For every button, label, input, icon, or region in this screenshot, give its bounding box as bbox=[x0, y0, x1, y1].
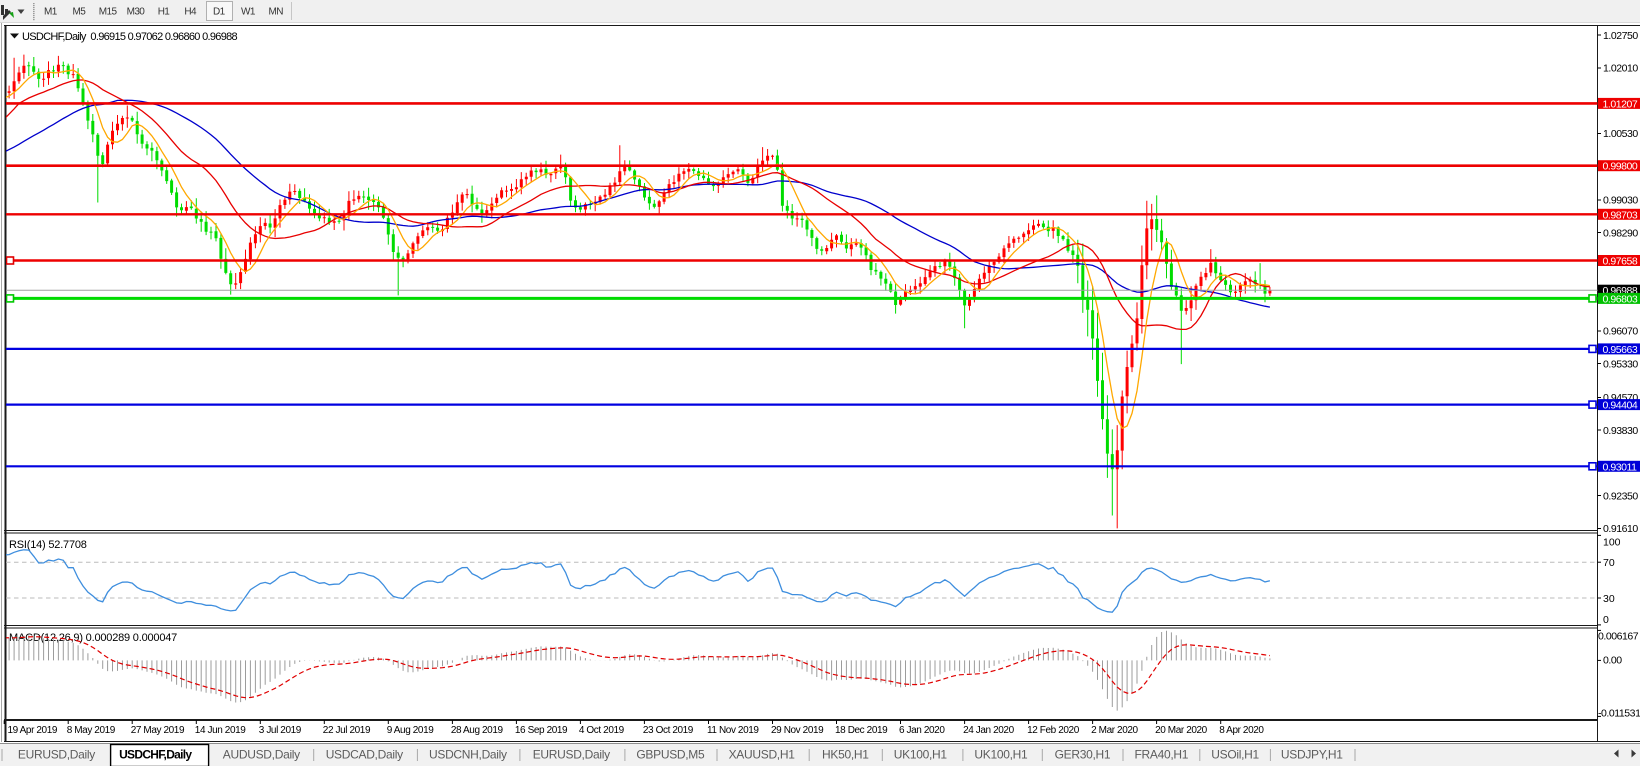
svg-text:RSI(14) 52.7708: RSI(14) 52.7708 bbox=[9, 539, 87, 551]
svg-text:29 Nov 2019: 29 Nov 2019 bbox=[771, 725, 824, 736]
svg-text:0.99030: 0.99030 bbox=[1603, 195, 1638, 207]
svg-text:30: 30 bbox=[1603, 593, 1615, 605]
svg-text:0.93830: 0.93830 bbox=[1603, 425, 1638, 437]
svg-text:0.96803: 0.96803 bbox=[1603, 293, 1638, 305]
svg-text:0.006167: 0.006167 bbox=[1598, 630, 1639, 642]
svg-text:1.00530: 1.00530 bbox=[1603, 128, 1638, 140]
svg-text:M15: M15 bbox=[99, 7, 118, 18]
svg-text:M5: M5 bbox=[73, 7, 87, 18]
svg-text:MACD(12,26,9) 0.000289 0.00004: MACD(12,26,9) 0.000289 0.000047 bbox=[9, 632, 177, 644]
svg-text:0: 0 bbox=[1603, 614, 1609, 626]
svg-text:-0.011531: -0.011531 bbox=[1598, 708, 1640, 720]
svg-text:0.95330: 0.95330 bbox=[1603, 358, 1638, 370]
svg-text:UK100,H1: UK100,H1 bbox=[974, 748, 1028, 762]
svg-text:XAUUSD,H1: XAUUSD,H1 bbox=[729, 748, 796, 762]
svg-text:EURUSD,Daily: EURUSD,Daily bbox=[18, 748, 95, 762]
svg-text:0.98703: 0.98703 bbox=[1603, 209, 1638, 221]
svg-text:11 Nov 2019: 11 Nov 2019 bbox=[707, 725, 759, 736]
svg-text:70: 70 bbox=[1603, 557, 1615, 569]
svg-text:D1: D1 bbox=[213, 7, 226, 18]
svg-text:0.95663: 0.95663 bbox=[1603, 344, 1638, 356]
svg-text:M30: M30 bbox=[127, 7, 146, 18]
svg-text:0.92350: 0.92350 bbox=[1603, 490, 1638, 502]
svg-text:1.02750: 1.02750 bbox=[1603, 30, 1638, 42]
svg-text:0.98290: 0.98290 bbox=[1603, 227, 1638, 239]
svg-text:9 Aug 2019: 9 Aug 2019 bbox=[387, 725, 434, 736]
svg-text:3 Jul 2019: 3 Jul 2019 bbox=[259, 725, 302, 736]
svg-text:GER30,H1: GER30,H1 bbox=[1055, 748, 1111, 762]
svg-text:2 Mar 2020: 2 Mar 2020 bbox=[1091, 725, 1138, 736]
svg-text:12 Feb 2020: 12 Feb 2020 bbox=[1027, 725, 1080, 736]
svg-text:0.91610: 0.91610 bbox=[1603, 523, 1638, 535]
svg-text:16 Sep 2019: 16 Sep 2019 bbox=[515, 725, 568, 736]
svg-text:1.01207: 1.01207 bbox=[1603, 98, 1638, 110]
svg-text:W1: W1 bbox=[241, 7, 256, 18]
svg-text:24 Jan 2020: 24 Jan 2020 bbox=[963, 725, 1014, 736]
svg-text:27 May 2019: 27 May 2019 bbox=[131, 725, 185, 736]
svg-text:EURUSD,Daily: EURUSD,Daily bbox=[533, 748, 610, 762]
svg-text:UK100,H1: UK100,H1 bbox=[894, 748, 948, 762]
svg-text:USDJPY,H1: USDJPY,H1 bbox=[1281, 748, 1343, 762]
svg-text:0.99800: 0.99800 bbox=[1603, 161, 1638, 173]
svg-text:GBPUSD,M5: GBPUSD,M5 bbox=[636, 748, 705, 762]
svg-text:MN: MN bbox=[269, 7, 284, 18]
svg-text:0.93011: 0.93011 bbox=[1603, 461, 1638, 473]
svg-text:28 Aug 2019: 28 Aug 2019 bbox=[451, 725, 504, 736]
svg-text:FRA40,H1: FRA40,H1 bbox=[1135, 748, 1189, 762]
svg-text:USDCHF,Daily: USDCHF,Daily bbox=[119, 748, 192, 762]
svg-text:USDCAD,Daily: USDCAD,Daily bbox=[326, 748, 403, 762]
svg-text:20 Mar 2020: 20 Mar 2020 bbox=[1155, 725, 1208, 736]
svg-text:0.96070: 0.96070 bbox=[1603, 326, 1638, 338]
svg-text:22 Jul 2019: 22 Jul 2019 bbox=[323, 725, 371, 736]
svg-text:4 Oct 2019: 4 Oct 2019 bbox=[579, 725, 625, 736]
svg-text:USDCNH,Daily: USDCNH,Daily bbox=[429, 748, 507, 762]
svg-text:H4: H4 bbox=[184, 7, 197, 18]
svg-text:0.97658: 0.97658 bbox=[1603, 256, 1638, 268]
svg-text:M1: M1 bbox=[44, 7, 58, 18]
svg-text:HK50,H1: HK50,H1 bbox=[822, 748, 869, 762]
svg-text:14 Jun 2019: 14 Jun 2019 bbox=[195, 725, 246, 736]
svg-text:19 Apr 2019: 19 Apr 2019 bbox=[8, 725, 58, 736]
svg-text:100: 100 bbox=[1603, 537, 1621, 549]
svg-text:6 Jan 2020: 6 Jan 2020 bbox=[899, 725, 945, 736]
svg-text:23 Oct 2019: 23 Oct 2019 bbox=[643, 725, 694, 736]
svg-text:1.02010: 1.02010 bbox=[1603, 63, 1638, 75]
svg-text:USOil,H1: USOil,H1 bbox=[1211, 748, 1259, 762]
svg-text:8 Apr 2020: 8 Apr 2020 bbox=[1219, 725, 1264, 736]
svg-text:0.00: 0.00 bbox=[1603, 655, 1622, 667]
svg-text:H1: H1 bbox=[158, 7, 171, 18]
svg-text:8 May 2019: 8 May 2019 bbox=[67, 725, 116, 736]
svg-text:AUDUSD,Daily: AUDUSD,Daily bbox=[223, 748, 300, 762]
svg-text:USDCHF,Daily 0.96915 0.97062: USDCHF,Daily 0.96915 0.97062 0.96860 0.9… bbox=[22, 31, 238, 43]
svg-text:18 Dec 2019: 18 Dec 2019 bbox=[835, 725, 888, 736]
svg-text:0.94404: 0.94404 bbox=[1603, 400, 1638, 412]
